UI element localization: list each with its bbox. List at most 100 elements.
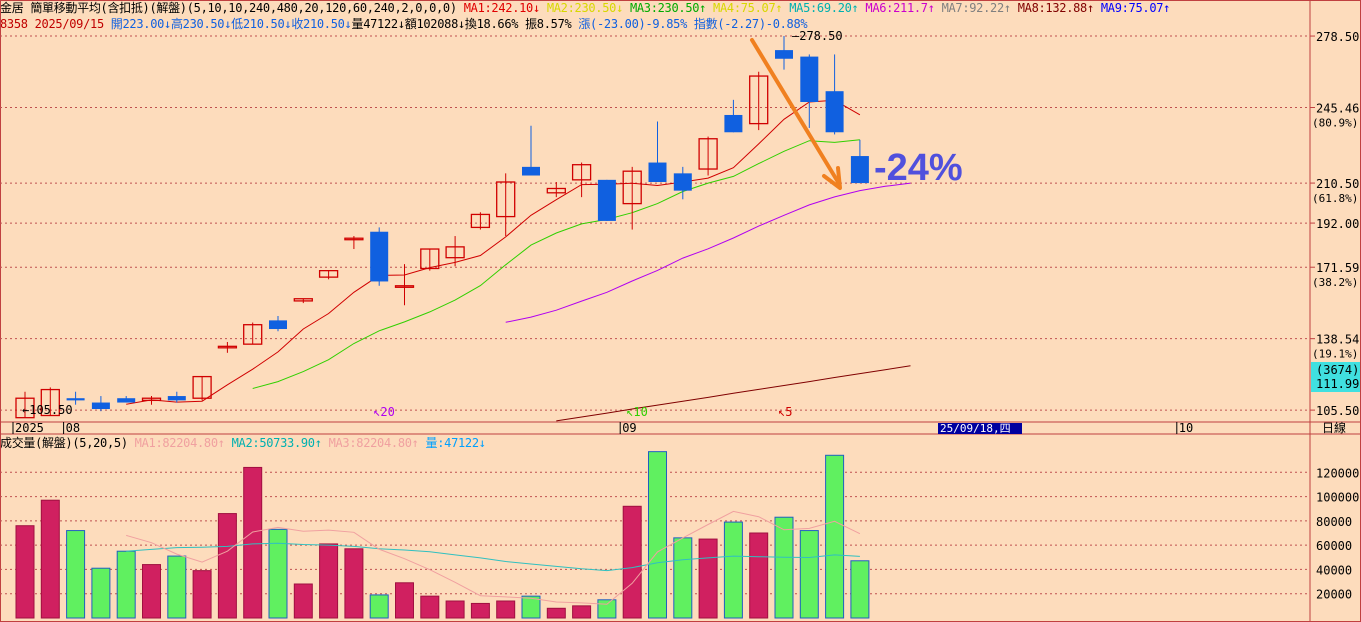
candle-body-up (141, 397, 162, 402)
volume-bar-up (243, 466, 263, 619)
indicator-segment: MA9:75.07↑ (1100, 1, 1171, 15)
price-tick-label: 171.59 (1316, 261, 1359, 275)
volume-bar-up (496, 600, 516, 619)
ma10-line (252, 139, 860, 389)
volume-tick-label: 100000 (1316, 491, 1359, 505)
indicator-segment: MA3:230.50↑ (629, 1, 714, 15)
ma20-line (505, 182, 911, 323)
volume-bar-up (546, 607, 566, 619)
volume-bar-up (572, 605, 592, 619)
ma-crossover-marker: ↖5 (778, 405, 792, 419)
volume-bar-up (15, 525, 35, 619)
candle-body-down (648, 162, 667, 182)
candle-body-up (293, 298, 313, 302)
candle-body-up (40, 388, 60, 417)
indicator-header: 金居 簡單移動平均(含扣抵)(解盤)(5,10,10,240,480,20,12… (0, 0, 1170, 16)
volume-bar-down (597, 599, 617, 619)
trend-arrow-head (822, 166, 842, 190)
volume-indicator-segment: MA1:82204.80↑ (134, 436, 232, 450)
date-label: 10 (1179, 421, 1193, 435)
ma-crossover-marker: ↖20 (373, 405, 395, 419)
candle-body-up (344, 237, 364, 241)
candle-body-down (597, 179, 616, 221)
volume-header: 成交量(解盤)(5,20,5) MA1:82204.80↑ MA2:50733.… (0, 435, 486, 451)
volume-bar-up (192, 570, 212, 619)
indicator-segment: MA7:92.22↑ (941, 1, 1018, 15)
percent-annotation: -24% (874, 147, 963, 189)
current-price-box (1311, 362, 1360, 392)
price-tick-fib: (19.1%) (1312, 348, 1358, 361)
candle-body-up (192, 375, 212, 399)
volume-bar-up (142, 564, 161, 619)
volume-tick-label: 40000 (1316, 563, 1352, 577)
cursor-date-box (938, 423, 1022, 434)
price-tick-label: 192.00 (1316, 217, 1359, 231)
volume-bar-up (470, 602, 490, 619)
price-tick-label: 210.50 (1316, 177, 1359, 191)
candle-body-up (622, 170, 642, 205)
timeframe-label: 日線 (1322, 420, 1346, 435)
volume-indicator-segment: MA2:50733.90↑ (231, 436, 329, 450)
volume-bar-down (850, 560, 870, 619)
price-tick-fib: (61.8%) (1312, 192, 1358, 205)
quote-header: 8358 2025/09/15 開223.00↓高230.50↓低210.50↓… (0, 16, 808, 32)
volume-bar-down (723, 521, 743, 619)
candle-body-down (775, 50, 793, 59)
indicator-segment: MA6:211.7↑ (865, 1, 942, 15)
volume-bar-up (445, 600, 465, 619)
candle-body-up (217, 345, 238, 349)
candle-body-up (470, 213, 491, 229)
quote-segment: 8358 2025/09/15 (0, 17, 111, 31)
volume-bar-down (673, 537, 693, 619)
volume-bar-down (521, 595, 541, 619)
date-label: 2025 (15, 421, 44, 435)
volume-bar-down (116, 550, 136, 619)
volume-bar-up (420, 595, 440, 619)
candle-body-up (15, 397, 35, 419)
volume-tick-label: 120000 (1316, 466, 1359, 480)
volume-indicator-segment: MA3:82204.80↑ (328, 436, 426, 450)
volume-bar-down (167, 555, 187, 619)
candle-body-down (117, 398, 136, 403)
volume-bar-up (698, 538, 718, 619)
candle-body-up (394, 285, 415, 288)
candle-body-down (269, 320, 287, 330)
indicator-segment: 金居 簡單移動平均(含扣抵)(解盤)(5,10,10,240,480,20,12… (0, 1, 464, 15)
price-tick-label: 278.50 (1316, 30, 1359, 44)
low-price-marker: ←105.50 (22, 403, 73, 417)
volume-bar-down (799, 530, 819, 619)
price-tick-fib: (80.9%) (1312, 116, 1358, 129)
candle-body-down (724, 114, 743, 133)
candle-body-down (370, 231, 389, 282)
candle-body-down (167, 396, 186, 401)
date-label: 09 (622, 421, 636, 435)
indicator-segment: MA2:230.50↓ (546, 1, 630, 15)
volume-bar-up (319, 543, 339, 619)
candle-body-up (571, 164, 592, 181)
price-tick-label: 105.50 (1316, 404, 1359, 418)
volume-bar-down (66, 530, 86, 619)
candle-body-down (825, 91, 844, 133)
candle-body-up (749, 75, 769, 125)
ma60-line (556, 365, 911, 422)
candle-body-up (698, 138, 718, 170)
candle-body-down (91, 402, 110, 410)
candle-body-down (850, 156, 869, 184)
volume-bar-up (749, 532, 769, 619)
price-tick-label: 138.54 (1316, 333, 1359, 347)
indicator-segment: MA5:69.20↑ (789, 1, 866, 15)
volume-bar-down (91, 567, 111, 619)
indicator-segment: MA1:242.10↓ (463, 1, 547, 15)
candle-body-up (420, 248, 440, 270)
volume-indicator-segment: 成交量(解盤)(5,20,5) (0, 436, 135, 450)
candle-body-up (318, 269, 339, 278)
indicator-segment: MA8:132.88↑ (1017, 1, 1101, 15)
volume-bar-up (395, 582, 414, 619)
trend-arrow-shaft (750, 38, 840, 184)
candle-body-down (800, 56, 819, 102)
volume-bar-down (268, 528, 288, 619)
price-tick-label: 245.46 (1316, 101, 1359, 115)
